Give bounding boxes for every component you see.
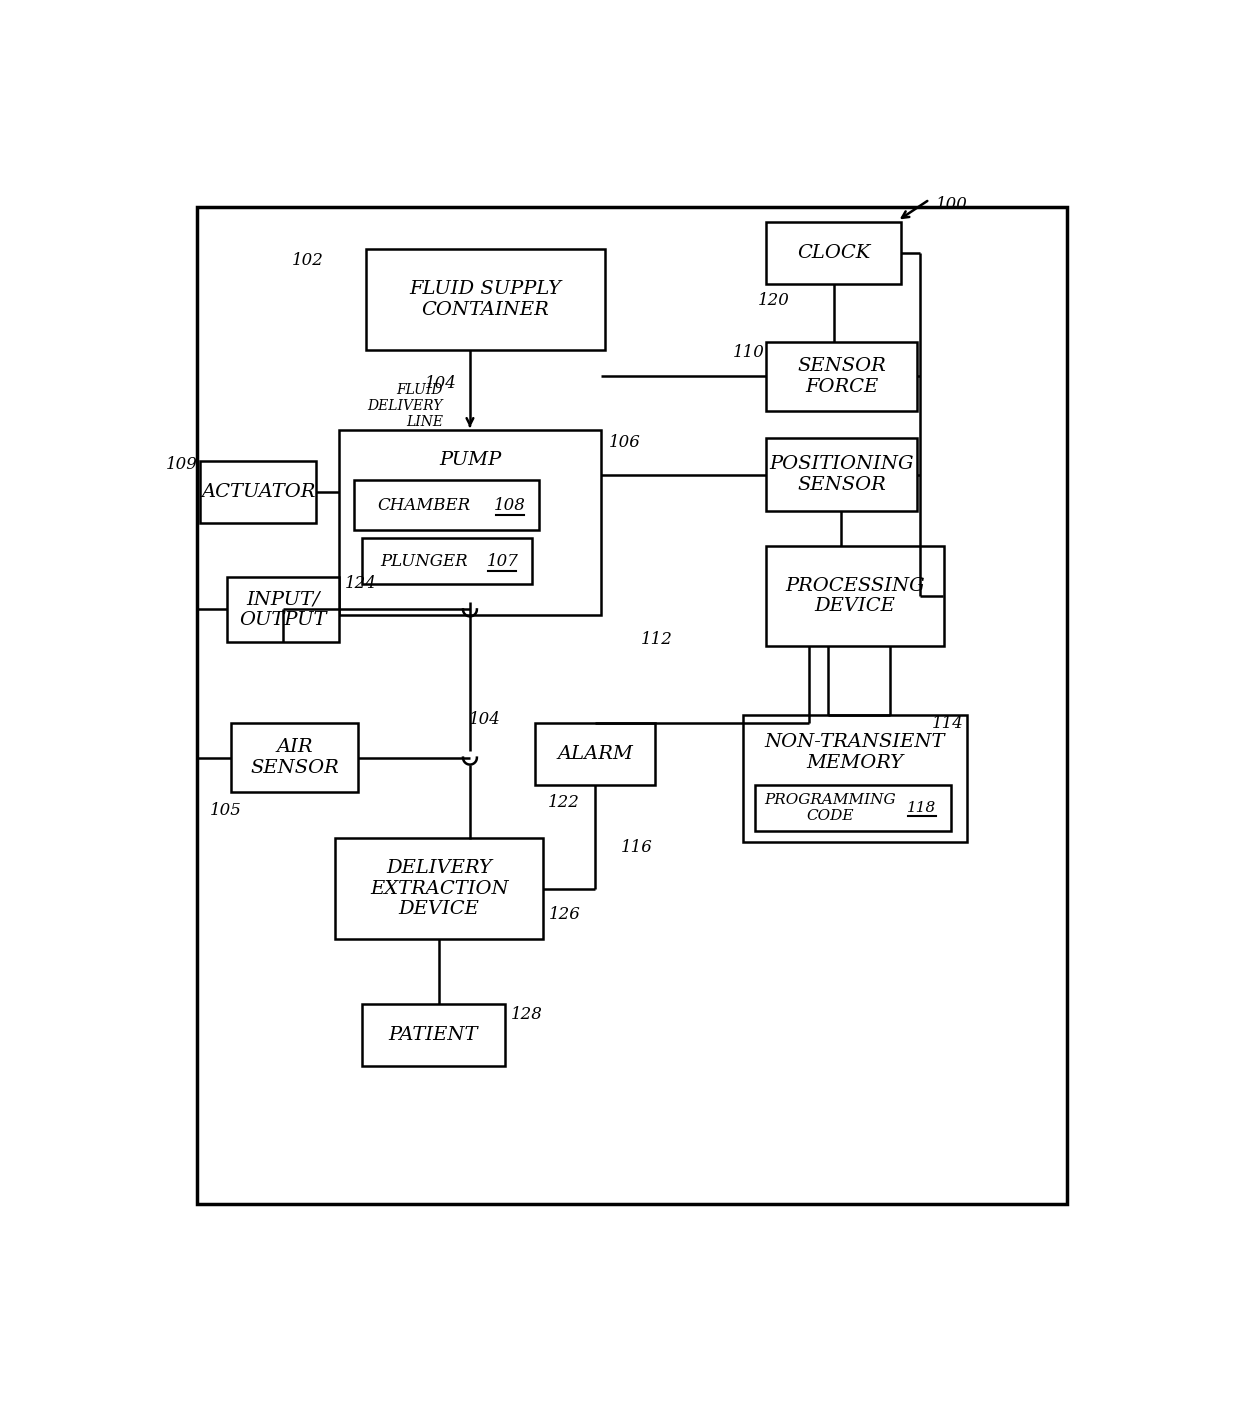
Bar	[335, 839, 543, 939]
Bar	[755, 784, 951, 830]
Bar	[339, 430, 601, 615]
Text: PROCESSING
DEVICE: PROCESSING DEVICE	[785, 576, 925, 615]
Text: 107: 107	[486, 552, 518, 570]
Text: AIR
SENSOR: AIR SENSOR	[250, 738, 340, 777]
Bar	[743, 715, 967, 843]
Text: CHAMBER: CHAMBER	[377, 497, 470, 514]
Bar	[766, 222, 901, 284]
Text: 108: 108	[494, 497, 526, 514]
Bar	[766, 547, 944, 646]
Text: ACTUATOR: ACTUATOR	[201, 483, 315, 502]
Text: 114: 114	[932, 715, 963, 732]
Bar	[231, 724, 358, 792]
Text: 106: 106	[609, 434, 640, 451]
Text: FLUID SUPPLY
CONTAINER: FLUID SUPPLY CONTAINER	[409, 280, 562, 319]
Text: 102: 102	[291, 251, 324, 268]
Text: PLUNGER: PLUNGER	[379, 552, 467, 570]
Bar	[766, 341, 916, 412]
Text: 128: 128	[511, 1006, 543, 1023]
Text: PUMP: PUMP	[439, 451, 501, 469]
Text: 126: 126	[549, 906, 582, 923]
Text: POSITIONING
SENSOR: POSITIONING SENSOR	[769, 455, 914, 495]
Bar	[201, 461, 316, 523]
Text: 104: 104	[425, 375, 456, 392]
Bar	[366, 250, 605, 350]
Text: 124: 124	[345, 575, 376, 592]
Text: 112: 112	[641, 631, 672, 648]
Text: 118: 118	[908, 801, 936, 815]
Text: DELIVERY
EXTRACTION
DEVICE: DELIVERY EXTRACTION DEVICE	[370, 858, 508, 919]
Text: PATIENT: PATIENT	[388, 1026, 479, 1044]
Text: 109: 109	[166, 455, 198, 473]
Text: INPUT/
OUTPUT: INPUT/ OUTPUT	[239, 590, 327, 629]
Text: 122: 122	[548, 794, 580, 811]
Text: CLOCK: CLOCK	[797, 244, 870, 263]
Bar	[355, 481, 539, 531]
Text: SENSOR
FORCE: SENSOR FORCE	[797, 357, 885, 396]
Bar	[227, 576, 339, 642]
Text: 120: 120	[758, 292, 790, 309]
Text: 116: 116	[620, 839, 652, 856]
Bar	[362, 538, 532, 584]
Bar	[766, 438, 916, 511]
Text: 100: 100	[936, 195, 967, 212]
Text: PROGRAMMING
CODE: PROGRAMMING CODE	[764, 792, 895, 823]
Text: ALARM: ALARM	[557, 745, 632, 763]
Text: 110: 110	[733, 344, 765, 361]
Text: 104: 104	[469, 711, 500, 728]
Text: FLUID
DELIVERY
LINE: FLUID DELIVERY LINE	[367, 382, 443, 429]
Bar	[536, 724, 655, 784]
Text: 105: 105	[210, 801, 242, 819]
Text: NON-TRANSIENT
MEMORY: NON-TRANSIENT MEMORY	[765, 733, 945, 771]
Bar	[362, 1005, 505, 1065]
